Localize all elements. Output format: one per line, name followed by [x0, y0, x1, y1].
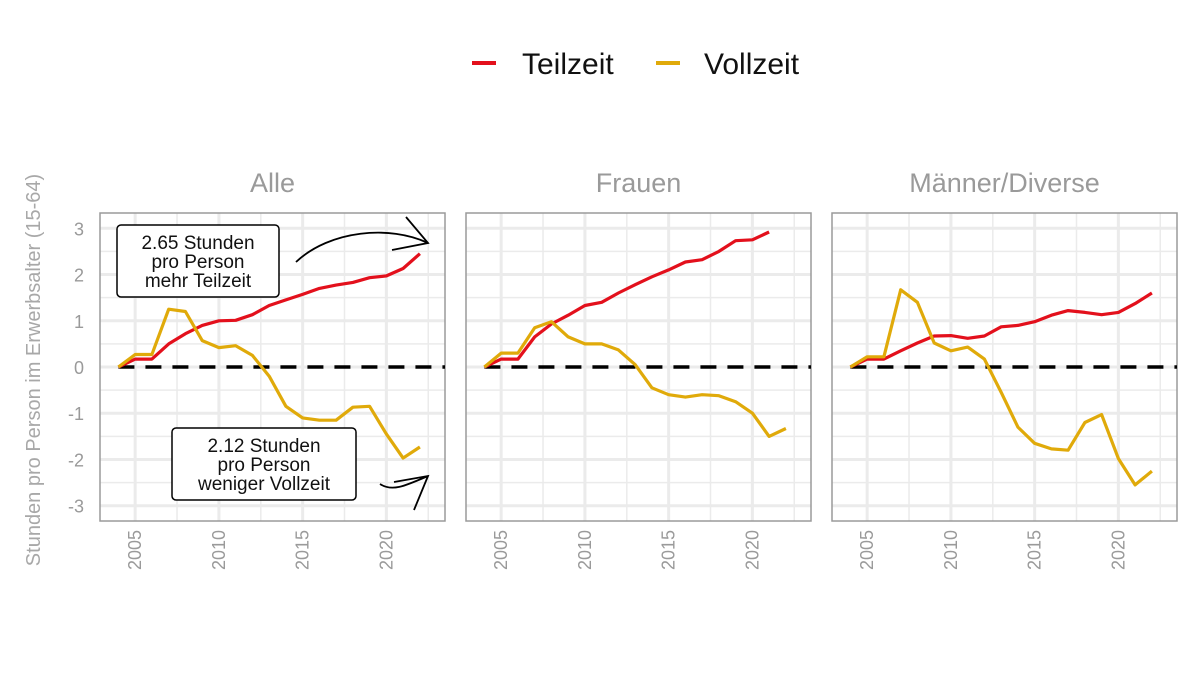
panel-1: Frauen 2005 2010 2015 2020 [465, 168, 812, 570]
legend-label-teilzeit: Teilzeit [522, 48, 614, 81]
series-line-vollzeit [117, 307, 421, 460]
y-tick-label: -2 [68, 450, 84, 470]
series-line-teilzeit [117, 252, 421, 369]
x-tick-label: 2015 [293, 530, 313, 570]
panel-0: Alle 2005 2010 2015 2020 -3 -2 -1 0 1 2 3 2.65 Stund… [68, 168, 446, 570]
x-tick-label: 2005 [125, 530, 145, 570]
x-tick-label: 2010 [209, 530, 229, 570]
x-tick-label: 2010 [575, 530, 595, 570]
x-tick-label: 2020 [742, 530, 762, 570]
annotation-text: 2.12 Stunden [207, 436, 320, 457]
x-tick-label: 2015 [659, 530, 679, 570]
x-tick-label: 2020 [376, 530, 396, 570]
panel-title: Frauen [596, 168, 682, 198]
annotation-text: pro Person [218, 455, 311, 476]
x-tick-label: 2015 [1025, 530, 1045, 570]
series-line-teilzeit [483, 230, 770, 369]
panel-title: Männer/Diverse [909, 168, 1100, 198]
x-tick-label: 2005 [857, 530, 877, 570]
arrow-icon [379, 474, 430, 511]
x-tick-label: 2005 [491, 530, 511, 570]
annotation-text: pro Person [152, 252, 245, 273]
panel-title: Alle [250, 168, 295, 198]
series-line-vollzeit [483, 320, 787, 438]
annotation-box [116, 224, 280, 298]
series-line-vollzeit [849, 288, 1153, 487]
x-tick-label: 2010 [941, 530, 961, 570]
y-tick-label: 0 [74, 358, 84, 378]
annotation-text: mehr Teilzeit [145, 271, 252, 292]
annotation-text: weniger Vollzeit [197, 474, 331, 495]
y-tick-label: 3 [74, 219, 84, 239]
x-tick-label: 2020 [1108, 530, 1128, 570]
legend-label-vollzeit: Vollzeit [704, 48, 800, 81]
series-line-teilzeit [849, 291, 1153, 369]
arrow-icon [295, 216, 430, 263]
y-tick-label: 2 [74, 266, 84, 286]
panel-2: Männer/Diverse 2005 2010 2015 2020 [831, 168, 1178, 570]
legend: Teilzeit Vollzeit [472, 48, 800, 81]
y-axis-label: Stunden pro Person im Erwerbsalter (15-6… [23, 174, 45, 566]
y-tick-label: 1 [74, 312, 84, 332]
y-tick-label: -1 [68, 404, 84, 424]
annotation-box [171, 427, 357, 501]
annotation-text: 2.65 Stunden [141, 233, 254, 254]
y-tick-label: -3 [68, 497, 84, 517]
